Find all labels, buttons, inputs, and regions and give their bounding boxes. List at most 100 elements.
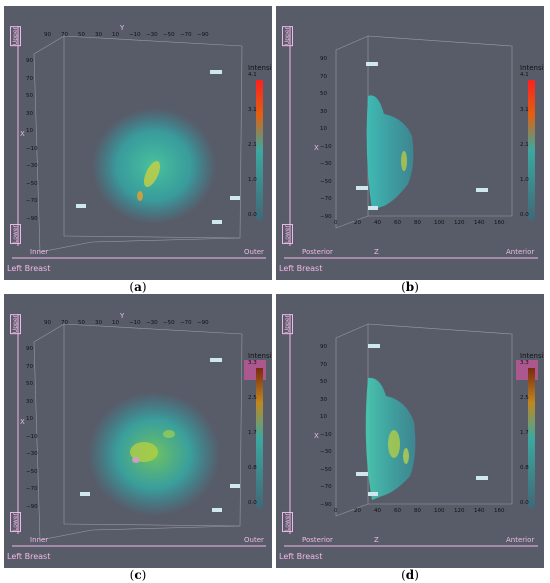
axis-x-letter-d: X (314, 432, 319, 440)
side-tick: 30 (26, 110, 33, 117)
top-tick: −30 (146, 32, 158, 38)
volume-blob-b (366, 95, 414, 210)
bottom-tick: 80 (414, 508, 421, 514)
bottom-tick: 140 (474, 508, 485, 514)
legend-tick: 2.5 (520, 395, 529, 401)
top-tick: 30 (95, 32, 102, 38)
side-tick: 70 (320, 361, 327, 368)
caption-a: (a) (129, 280, 147, 294)
top-tick: −50 (163, 320, 175, 326)
side-tick: 50 (320, 91, 327, 97)
top-tick: 50 (78, 32, 85, 38)
top-tick: 30 (95, 320, 102, 326)
upper-label-c: Upper (10, 314, 21, 335)
top-tick: 70 (61, 32, 68, 38)
axis-x-letter-c: X (20, 418, 25, 426)
legend-tick: 3.3 (248, 360, 257, 366)
corner-label-d: Left Breast (279, 552, 323, 561)
outer-label-c: Outer (244, 536, 264, 544)
colorbar-c (256, 368, 263, 508)
caption-b: (b) (401, 280, 419, 294)
bottom-tick: 0 (334, 508, 338, 514)
top-tick: −30 (146, 320, 158, 326)
axis-y-letter-a: Y (120, 24, 125, 32)
axis-y-letter-c: Y (120, 312, 125, 320)
top-tick: 90 (44, 320, 51, 326)
bottom-tick: 20 (354, 220, 361, 226)
side-tick: −70 (26, 486, 38, 492)
bottom-tick: 120 (454, 220, 465, 226)
side-tick: 10 (320, 126, 327, 132)
posterior-label-d: Posterior (302, 536, 333, 544)
lower-label-d: Lower (282, 512, 293, 532)
top-tick: 50 (78, 320, 85, 326)
legend-tick: 3.3 (520, 360, 529, 366)
legend-title-d: Intensity (520, 352, 544, 360)
axis-x-letter-a: X (20, 130, 25, 138)
marker-a1 (210, 70, 222, 74)
bottom-tick: 100 (434, 508, 445, 514)
bottom-tick: 160 (494, 508, 505, 514)
legend-tick: 3.1 (520, 107, 529, 113)
side-tick: −90 (320, 213, 332, 220)
side-tick: 50 (320, 379, 327, 385)
axis-z-letter-b: Z (374, 248, 379, 256)
top-tick: −90 (197, 32, 209, 38)
volume-render-a (12, 26, 266, 259)
top-tick: −10 (129, 320, 141, 326)
legend-tick: 2.1 (520, 142, 529, 148)
side-tick: −10 (26, 145, 38, 152)
inner-label-a: Inner (30, 248, 49, 256)
side-tick: −90 (26, 215, 38, 222)
colorbar-b (528, 80, 535, 220)
side-tick: 90 (26, 58, 33, 64)
legend-tick: 3.1 (248, 107, 257, 113)
upper-label-a: Upper (10, 26, 21, 47)
legend-tick: 0.8 (248, 465, 257, 471)
bottom-tick: 160 (494, 220, 505, 226)
side-tick: −10 (26, 433, 38, 440)
side-tick: 30 (320, 108, 327, 115)
legend-tick: 0.8 (520, 465, 529, 471)
top-tick: −70 (180, 32, 192, 38)
side-tick: 10 (320, 414, 327, 420)
side-tick: 50 (26, 381, 33, 387)
upper-label-d: Upper (282, 314, 293, 335)
panel-b: Z X Upper Lower Posterior Anterior Left … (276, 6, 544, 280)
side-tick: −50 (26, 180, 38, 187)
colorbar-d (528, 368, 535, 508)
side-tick: −10 (320, 431, 332, 438)
legend-tick: 0.0 (520, 212, 529, 218)
volume-render-d (284, 314, 538, 547)
side-tick: −30 (26, 163, 38, 169)
axis-x-letter-b: X (314, 144, 319, 152)
bottom-tick: 20 (354, 508, 361, 514)
corner-label-a: Left Breast (7, 264, 51, 273)
grid-b (335, 35, 513, 229)
panel-a: Y X Upper Lower Inner Outer Left Breast … (4, 6, 272, 280)
anterior-label-b: Anterior (506, 248, 535, 256)
top-tick: 70 (61, 320, 68, 326)
legend-tick: 2.1 (248, 142, 257, 148)
legend-tick: 0.0 (248, 212, 257, 218)
caption-d: (d) (401, 568, 419, 582)
bottom-tick: 40 (374, 508, 381, 514)
side-tick: −10 (320, 143, 332, 150)
side-tick: 90 (320, 56, 327, 62)
top-tick: −70 (180, 320, 192, 326)
colorbar-a (256, 80, 263, 220)
side-tick: −30 (320, 161, 332, 167)
side-tick: −50 (26, 468, 38, 475)
grid-a (33, 35, 243, 253)
top-tick: 10 (112, 32, 119, 38)
axis-z-letter-d: Z (374, 536, 379, 544)
side-tick: 90 (26, 346, 33, 352)
side-tick: 70 (320, 73, 327, 80)
lower-label-b: Lower (282, 224, 293, 244)
side-tick: 70 (26, 75, 33, 82)
bottom-tick: 0 (334, 220, 338, 226)
volume-render-c (12, 314, 266, 547)
grid-c (33, 323, 243, 541)
outer-label-a: Outer (244, 248, 264, 256)
bottom-tick: 40 (374, 220, 381, 226)
